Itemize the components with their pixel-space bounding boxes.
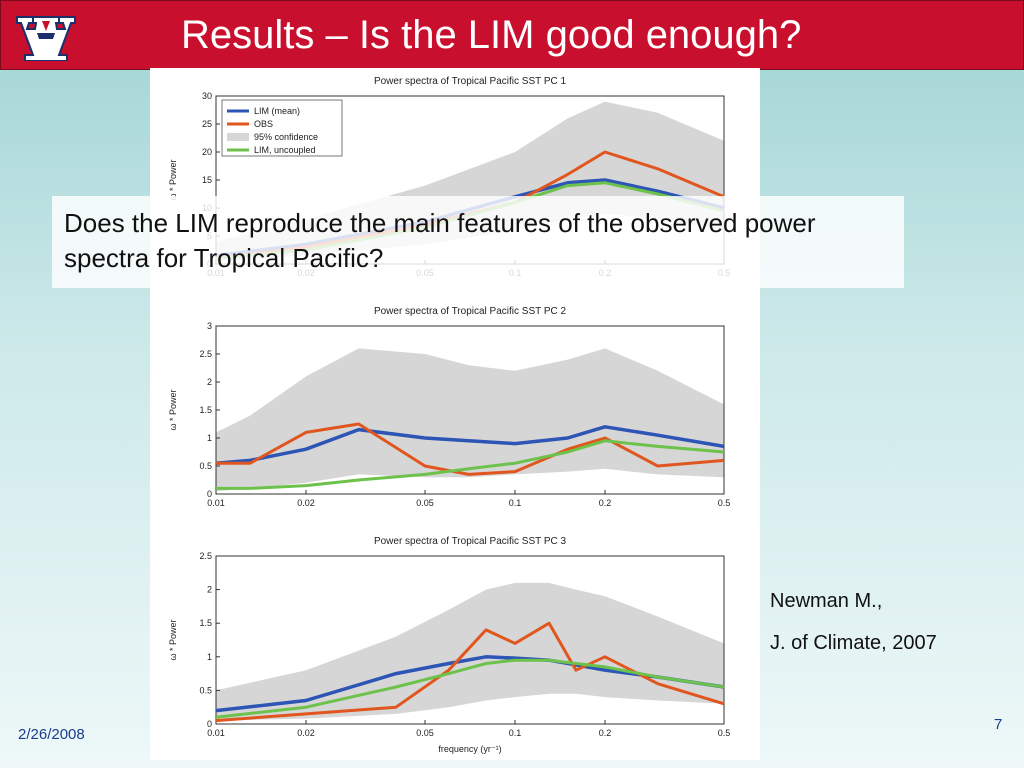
confidence-band	[216, 582, 724, 721]
x-tick-label: 0.1	[509, 728, 522, 738]
x-tick-label: 0.05	[416, 498, 434, 508]
chart-title: Power spectra of Tropical Pacific SST PC…	[374, 76, 567, 87]
legend-label: 95% confidence	[254, 132, 318, 142]
y-tick-label: 15	[202, 175, 212, 185]
series-line-obs	[216, 422, 725, 476]
series-line-lim-uncoupled	[215, 658, 725, 719]
citation: Newman M., J. of Climate, 2007	[770, 580, 937, 664]
plot-frame	[215, 555, 725, 725]
series-line-lim-uncoupled	[216, 439, 725, 490]
y-tick-label: 20	[202, 147, 212, 157]
university-of-arizona-a-logo	[16, 16, 76, 61]
y-tick-label: 1.5	[199, 405, 212, 415]
x-tick-label: 0.1	[509, 498, 522, 508]
y-tick-label: 30	[202, 91, 212, 101]
slide-title: Results – Is the LIM good enough?	[181, 13, 802, 57]
legend-box	[221, 99, 343, 157]
chart-panel-pc3: Power spectra of Tropical Pacific SST PC…	[150, 528, 760, 758]
chart-title: Power spectra of Tropical Pacific SST PC…	[374, 536, 567, 547]
x-tick-label: 0.2	[599, 498, 612, 508]
x-tick-label: 0.01	[207, 728, 225, 738]
x-tick-label: 0.02	[297, 498, 315, 508]
x-tick-label: 0.5	[718, 728, 731, 738]
y-axis-label: ω * Power	[168, 619, 178, 660]
x-tick-label: 0.02	[297, 728, 315, 738]
y-tick-label: 1	[207, 433, 212, 443]
y-tick-label: 0	[207, 719, 212, 729]
chart-pc2: Power spectra of Tropical Pacific SST PC…	[168, 306, 731, 508]
page-number: 7	[994, 716, 1003, 733]
series-line-obs	[215, 621, 725, 723]
legend-swatch	[227, 133, 249, 141]
x-tick-label: 0.2	[599, 728, 612, 738]
y-tick-label: 2	[207, 377, 212, 387]
chart-panel-pc2: Power spectra of Tropical Pacific SST PC…	[150, 298, 760, 528]
citation-author: Newman M.,	[770, 590, 883, 612]
y-tick-label: 2	[207, 585, 212, 595]
y-tick-label: 2.5	[199, 551, 212, 561]
confidence-band	[216, 348, 724, 492]
y-tick-label: 1.5	[199, 618, 212, 628]
chart-pc3: Power spectra of Tropical Pacific SST PC…	[168, 536, 731, 754]
y-tick-label: 3	[207, 321, 212, 331]
y-tick-label: 25	[202, 119, 212, 129]
series-line-lim-mean	[215, 425, 725, 465]
legend-label: OBS	[254, 119, 273, 129]
y-tick-label: 0.5	[199, 685, 212, 695]
x-tick-label: 0.5	[718, 498, 731, 508]
y-axis-label: ω * Power	[168, 159, 178, 200]
x-axis-label: frequency (yr⁻¹)	[438, 744, 501, 754]
y-tick-label: 1	[207, 652, 212, 662]
question-callout: Does the LIM reproduce the main features…	[52, 196, 904, 288]
spectra-figure: Power spectra of Tropical Pacific SST PC…	[150, 68, 760, 760]
series-line-lim-mean	[215, 655, 725, 713]
y-tick-label: 0	[207, 489, 212, 499]
title-bar: Results – Is the LIM good enough?	[0, 0, 1024, 70]
citation-journal: J. of Climate, 2007	[770, 632, 937, 654]
x-tick-label: 0.05	[416, 728, 434, 738]
x-tick-label: 0.01	[207, 498, 225, 508]
legend-label: LIM, uncoupled	[254, 145, 316, 155]
footer-date: 2/26/2008	[18, 726, 85, 743]
y-tick-label: 2.5	[199, 349, 212, 359]
legend-label: LIM (mean)	[254, 106, 300, 116]
y-axis-label: ω * Power	[168, 389, 178, 430]
y-tick-label: 0.5	[199, 461, 212, 471]
chart-title: Power spectra of Tropical Pacific SST PC…	[374, 306, 567, 317]
